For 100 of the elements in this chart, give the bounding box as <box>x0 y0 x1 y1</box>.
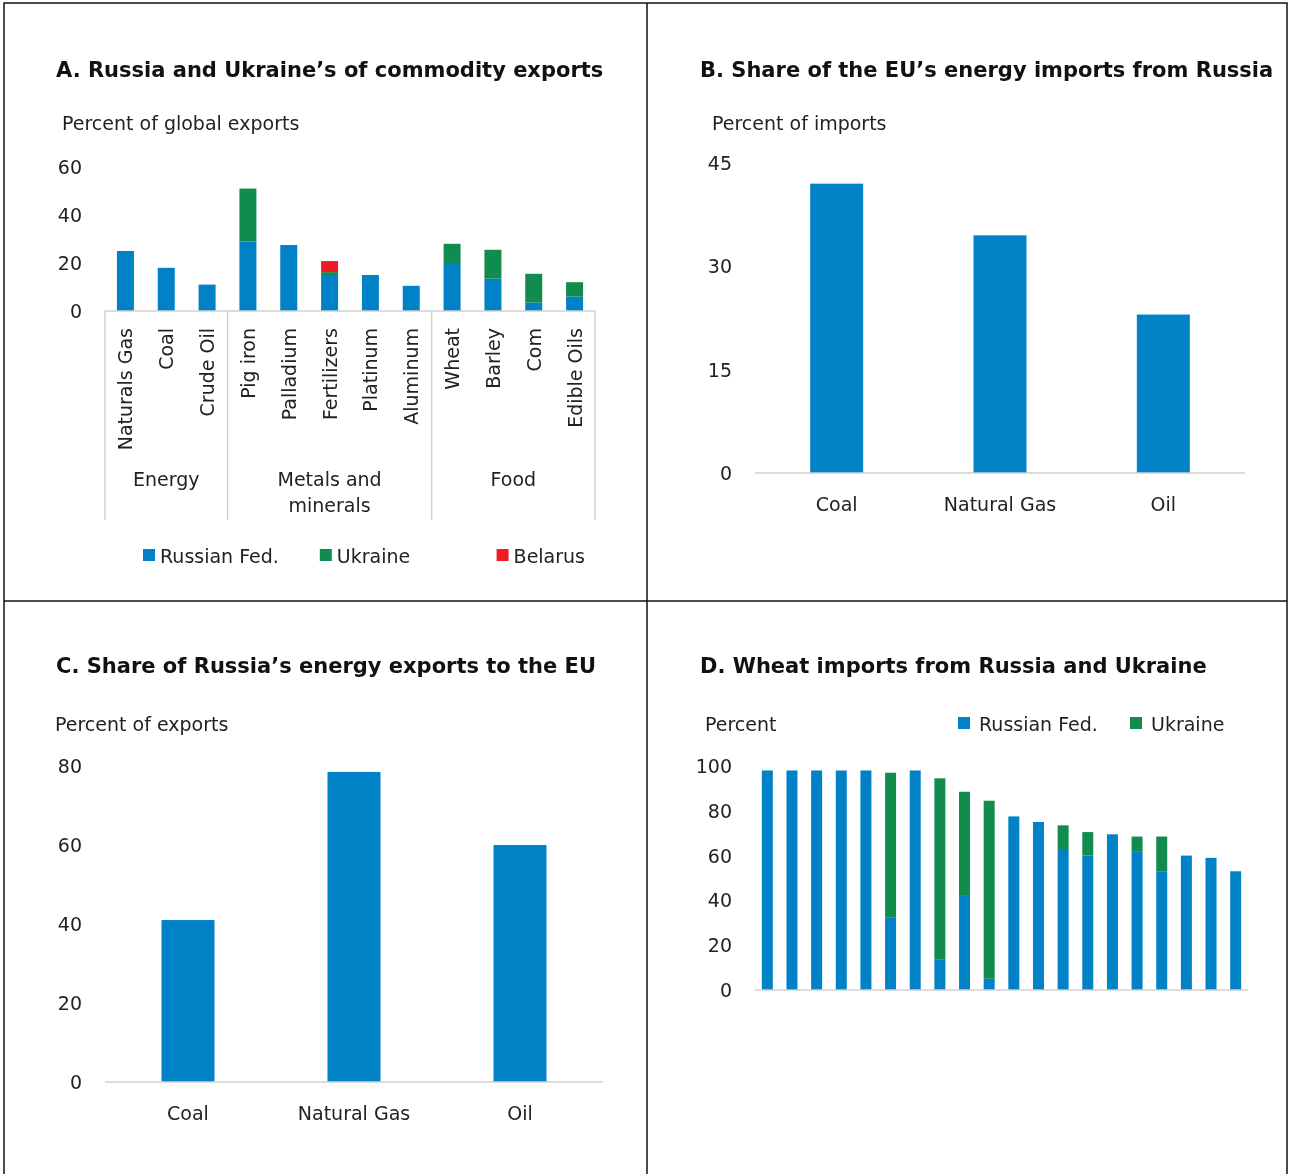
bar <box>321 272 339 275</box>
bar <box>983 800 995 979</box>
bar <box>1230 871 1242 990</box>
y-tick-label: 20 <box>57 992 82 1014</box>
y-tick-label: 80 <box>707 799 732 822</box>
y-tick-label: 0 <box>69 300 82 322</box>
x-tick-label: Platinum <box>359 328 382 412</box>
bar <box>1156 836 1168 872</box>
bar <box>1057 850 1069 990</box>
bar <box>321 261 339 273</box>
x-tick-label: Pig iron <box>236 328 259 399</box>
x-tick-label: Com <box>522 328 545 372</box>
y-tick-label: 60 <box>57 156 82 178</box>
y-axis-title: Percent of exports <box>55 713 229 735</box>
bar <box>1032 822 1044 990</box>
bar <box>321 275 339 311</box>
y-tick-label: 15 <box>707 358 732 381</box>
bar <box>1136 314 1190 473</box>
bar <box>761 770 773 990</box>
x-tick-label: Barley <box>481 328 504 389</box>
bar <box>566 296 584 311</box>
bar <box>1106 834 1118 990</box>
legend-label: Ukraine <box>336 545 411 567</box>
x-tick-label: Oil <box>1150 493 1177 515</box>
bar <box>1131 851 1143 990</box>
bar <box>885 772 897 918</box>
bar <box>835 770 847 990</box>
bar <box>973 235 1027 473</box>
y-tick-label: 20 <box>57 252 82 274</box>
bar <box>198 284 216 311</box>
x-tick-label: Coal <box>815 493 858 515</box>
x-tick-label: Edible Oils <box>563 328 586 428</box>
bar <box>566 282 584 297</box>
bar <box>484 249 502 279</box>
x-tick-label: Aluminum <box>400 328 423 425</box>
bar <box>1008 816 1020 990</box>
y-tick-label: 0 <box>719 462 732 484</box>
chart-title: C. Share of Russia’s energy exports to the EU <box>56 654 597 678</box>
bar <box>161 920 215 1082</box>
chart-title: A. Russia and Ukraine’s of commodity exports <box>56 58 604 82</box>
y-tick-label: 40 <box>57 913 82 935</box>
bar <box>280 245 298 311</box>
x-tick-label: Crude Oil <box>196 328 219 417</box>
bar <box>1205 857 1217 990</box>
text: Food <box>490 468 537 490</box>
bar <box>1156 871 1168 990</box>
bar <box>327 771 381 1082</box>
bar <box>443 263 461 311</box>
x-tick-label: Oil <box>507 1102 533 1124</box>
x-tick-label: Palladium <box>277 328 300 421</box>
x-tick-label: Coal <box>155 328 178 370</box>
y-tick-label: 100 <box>695 755 732 777</box>
bar <box>1057 825 1069 850</box>
bar <box>525 273 543 303</box>
x-tick-label: Natural Gas <box>297 1102 411 1124</box>
legend-label: Ukraine <box>1151 713 1225 735</box>
bar <box>934 959 946 990</box>
x-tick-label: Natural Gas <box>943 493 1057 515</box>
x-tick-label: Fertilizers <box>318 328 341 421</box>
bar <box>1082 832 1094 856</box>
bar <box>1082 855 1094 990</box>
y-tick-label: 30 <box>707 255 732 278</box>
bar <box>811 770 823 990</box>
legend-label: Russian Fed. <box>979 713 1098 735</box>
bar <box>909 770 921 990</box>
bar <box>239 241 257 311</box>
chart-title: B. Share of the EU’s energy imports from Russia <box>700 58 1274 82</box>
bar <box>402 285 420 311</box>
bar <box>1180 855 1192 990</box>
y-tick-label: 45 <box>707 152 732 174</box>
bar <box>157 267 175 311</box>
y-tick-label: 0 <box>719 979 732 1001</box>
bar <box>934 778 946 960</box>
y-axis-title: Percent of global exports <box>62 112 300 134</box>
y-tick-label: 80 <box>57 755 82 777</box>
x-tick-label: Naturals Gas <box>114 328 137 451</box>
bar <box>810 183 864 473</box>
y-tick-label: 60 <box>57 834 82 856</box>
text: Metals and minerals <box>277 468 382 516</box>
bar <box>885 917 897 990</box>
bar <box>361 275 379 311</box>
y-axis-title: Percent <box>705 713 777 735</box>
bar <box>1131 836 1143 852</box>
bar <box>116 251 134 311</box>
y-tick-label: 60 <box>707 844 732 867</box>
bar <box>959 895 971 990</box>
bar <box>493 845 547 1082</box>
y-tick-label: 40 <box>57 204 82 226</box>
bar <box>959 791 971 896</box>
legend-label: Belarus <box>513 545 586 567</box>
bar <box>786 770 798 990</box>
y-tick-label: 0 <box>69 1071 82 1093</box>
y-axis-title: Percent of imports <box>712 112 887 134</box>
legend-label: Russian Fed. <box>160 545 279 567</box>
text: Energy <box>132 468 200 490</box>
chart-title: D. Wheat imports from Russia and Ukraine <box>700 654 1207 678</box>
y-tick-label: 40 <box>707 889 732 912</box>
bar <box>443 243 461 263</box>
bar <box>239 188 257 242</box>
x-tick-label: Coal <box>167 1102 209 1124</box>
